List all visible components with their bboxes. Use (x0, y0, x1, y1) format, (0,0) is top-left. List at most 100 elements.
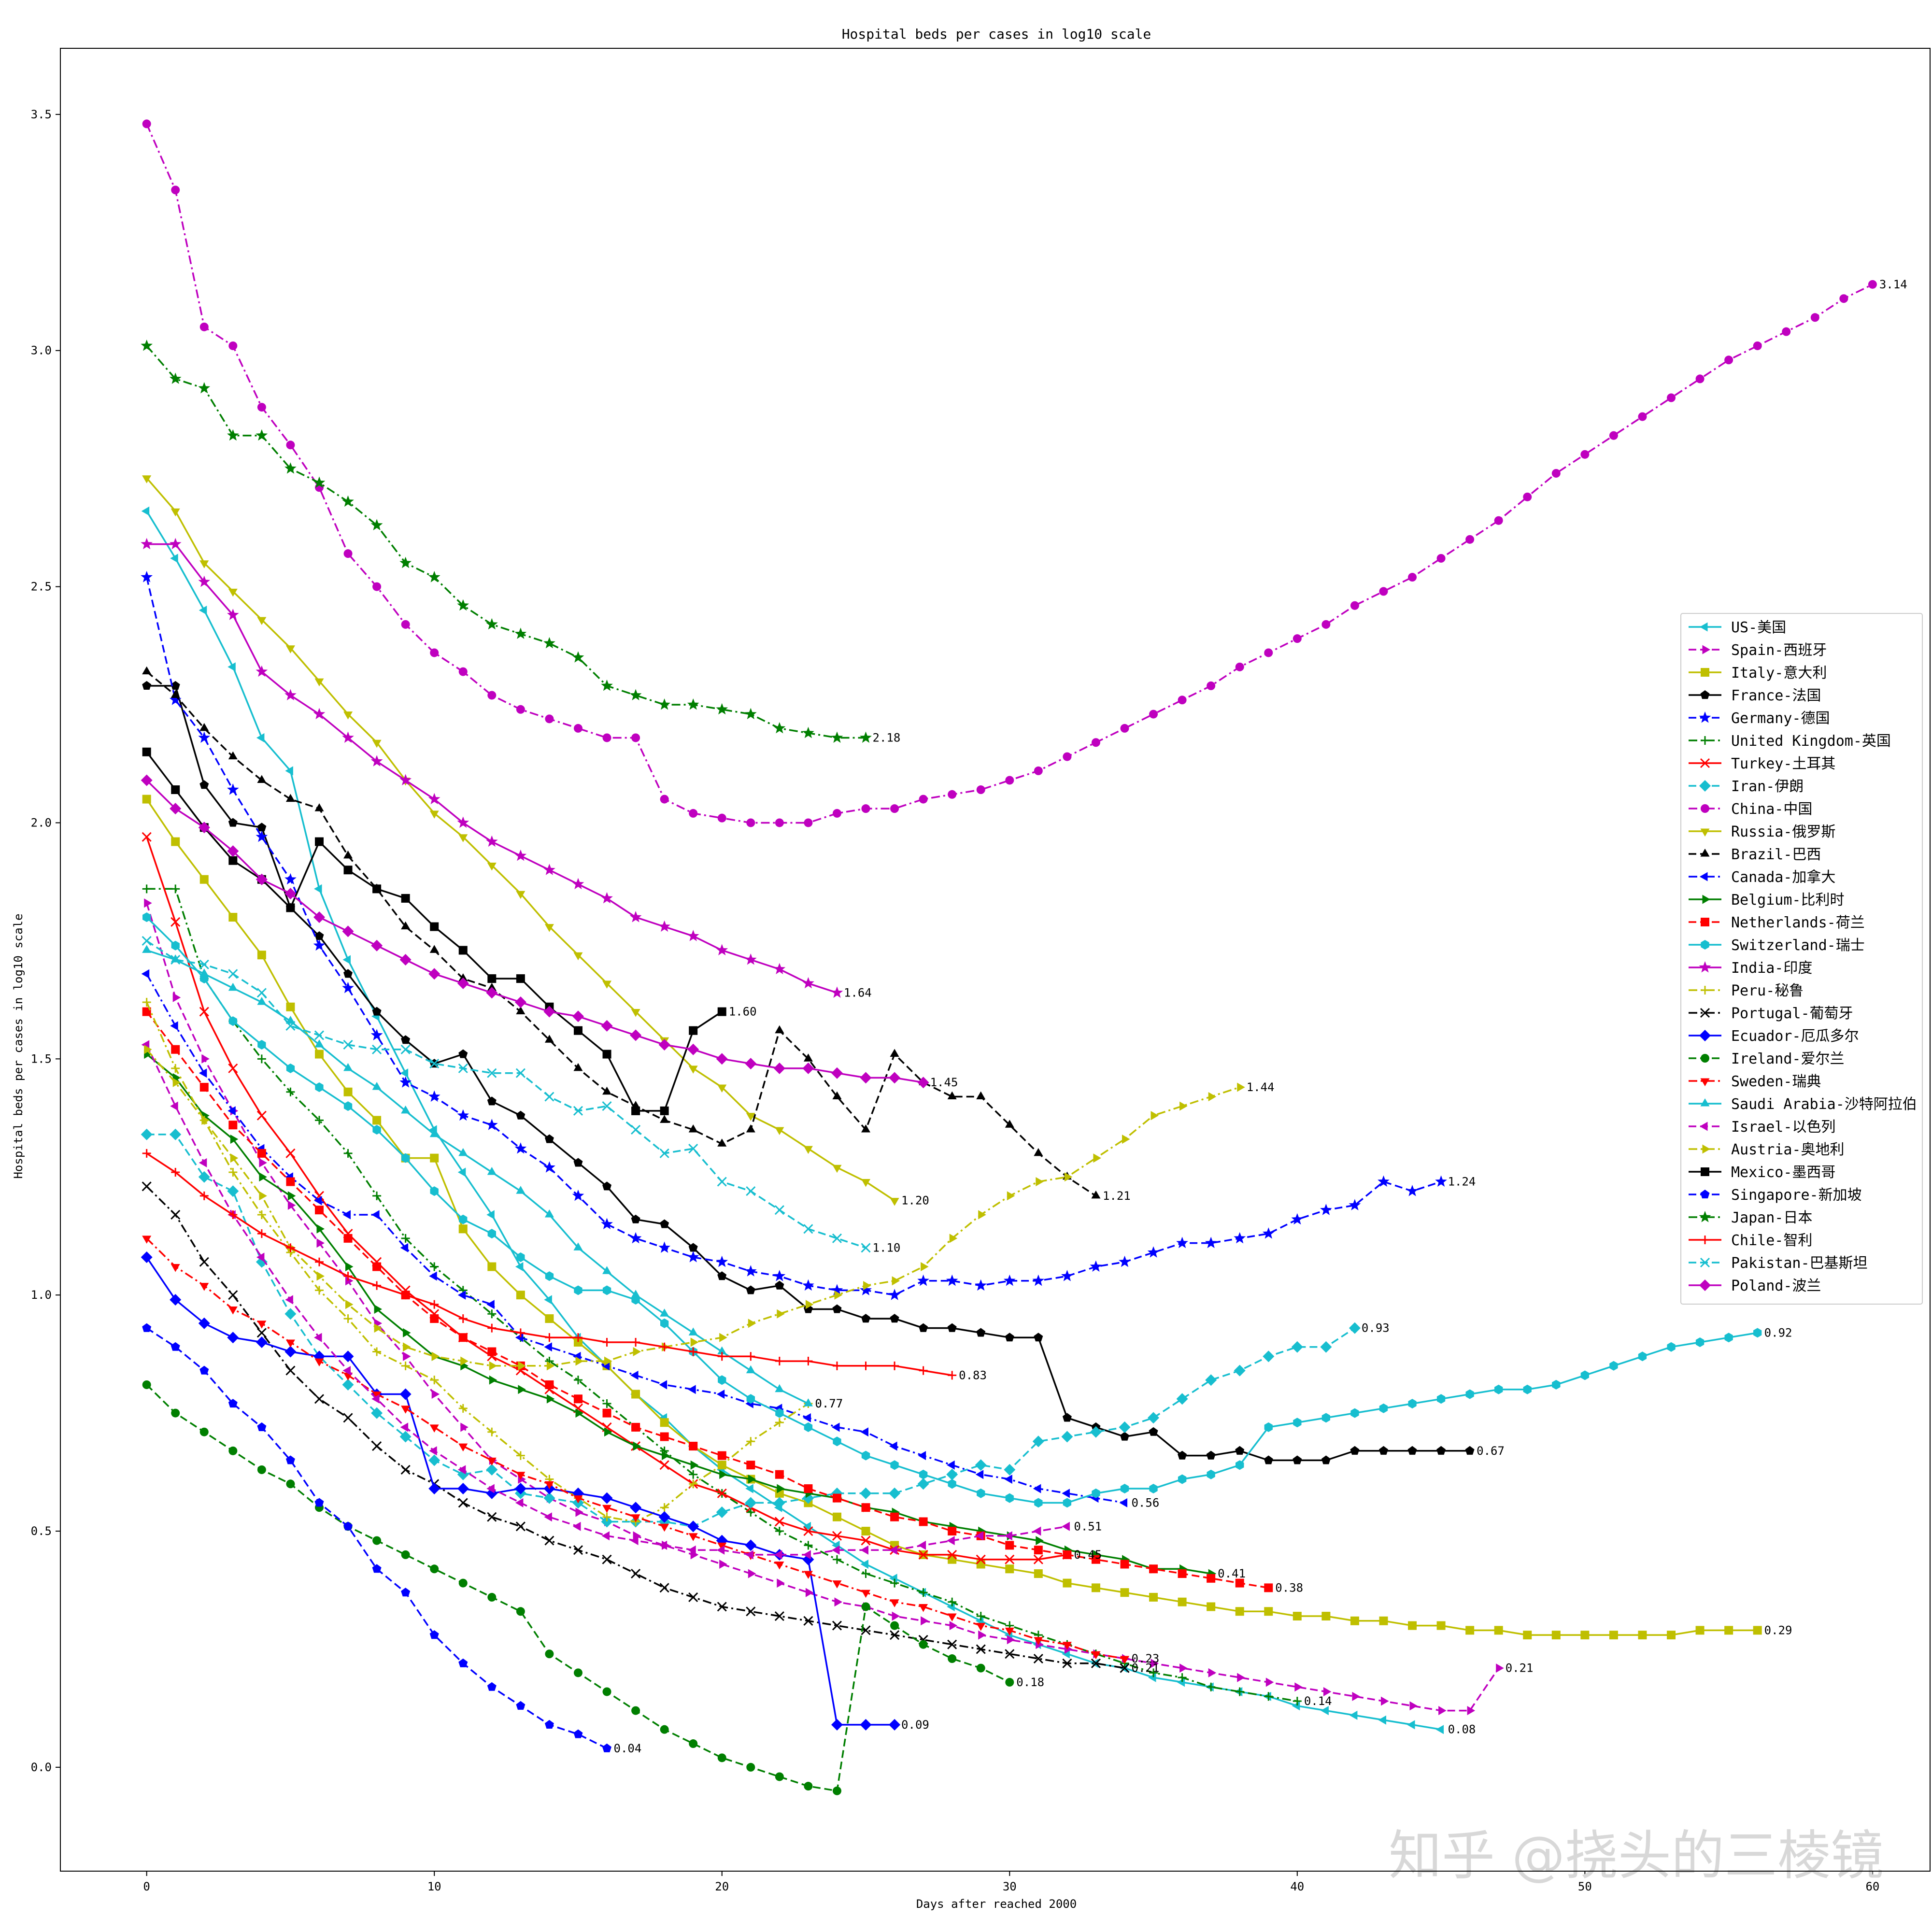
data-point (688, 1385, 696, 1394)
data-point (746, 818, 755, 827)
data-point (918, 1540, 926, 1550)
data-point (1291, 1341, 1303, 1353)
data-point (1321, 1612, 1331, 1621)
data-point (1264, 1583, 1273, 1592)
series-2 (142, 795, 1762, 1640)
data-point (399, 1076, 412, 1088)
data-point (1034, 1148, 1043, 1156)
series-line (146, 903, 1500, 1712)
data-point (746, 1352, 755, 1361)
legend-label: Spain-西班牙 (1731, 642, 1827, 659)
data-point (227, 1185, 239, 1197)
data-point (228, 913, 238, 922)
data-point (1063, 752, 1072, 761)
data-point (1176, 1393, 1188, 1405)
data-point (1178, 696, 1187, 705)
data-point (1436, 1446, 1446, 1455)
data-point (431, 1351, 440, 1361)
data-point (717, 1084, 727, 1093)
data-point (485, 618, 498, 630)
end-value-label: 3.14 (1879, 278, 1907, 291)
data-point (803, 1521, 811, 1531)
data-point (1148, 1412, 1159, 1424)
data-point (745, 1550, 753, 1560)
data-point (372, 1281, 382, 1290)
data-point (486, 1210, 495, 1220)
data-point (544, 1719, 554, 1729)
series-line (146, 940, 867, 1249)
data-point (1552, 1379, 1561, 1390)
data-point (316, 1271, 325, 1281)
data-point (631, 1390, 640, 1399)
data-point (978, 1630, 986, 1640)
data-point (1496, 1663, 1504, 1673)
data-point (343, 969, 353, 978)
data-point (948, 1597, 957, 1606)
end-value-label: 0.21 (1131, 1662, 1159, 1675)
data-point (975, 1470, 984, 1479)
data-point (1435, 1175, 1447, 1187)
data-point (860, 1284, 872, 1295)
data-point (1147, 1246, 1160, 1258)
data-point (429, 1446, 437, 1456)
data-point (1237, 1082, 1245, 1092)
data-point (1120, 1432, 1129, 1441)
legend-item: Japan-日本 (1689, 1209, 1812, 1226)
data-point (602, 1266, 611, 1274)
data-point (142, 681, 152, 690)
data-point (688, 1327, 698, 1335)
data-point (631, 1514, 640, 1522)
data-point (458, 1224, 468, 1234)
legend-item: Singapore-新加坡 (1689, 1187, 1862, 1204)
data-point (170, 917, 181, 927)
data-point (1700, 828, 1710, 837)
data-point (573, 952, 583, 961)
data-point (170, 1021, 178, 1031)
data-point (1695, 1626, 1705, 1635)
end-value-label: 0.92 (1764, 1326, 1792, 1339)
data-point (259, 1191, 267, 1201)
data-point (658, 1039, 670, 1051)
data-point (486, 987, 498, 999)
legend-label: Ecuador-厄瓜多尔 (1731, 1028, 1859, 1045)
series-line (146, 780, 923, 1083)
data-point (602, 1743, 611, 1752)
data-point (948, 1371, 957, 1380)
data-point (487, 1323, 497, 1333)
data-point (1407, 1446, 1417, 1455)
chart-title: Hospital beds per cases in log10 scale (842, 26, 1151, 42)
data-point (372, 1191, 382, 1200)
legend-label: Switzerland-瑞士 (1731, 937, 1865, 954)
data-point (631, 1009, 640, 1017)
data-point (485, 1119, 498, 1130)
data-point (227, 783, 239, 795)
data-point (831, 1719, 843, 1731)
data-point (543, 1006, 555, 1018)
legend-item: Russia-俄罗斯 (1689, 824, 1835, 840)
data-point (746, 1124, 755, 1133)
legend-item: Netherlands-荷兰 (1689, 914, 1865, 931)
end-value-label: 1.20 (901, 1194, 929, 1208)
data-point (458, 1314, 468, 1323)
data-point (1205, 1236, 1217, 1249)
data-point (889, 1545, 897, 1555)
data-point (1378, 1715, 1386, 1725)
data-point (629, 689, 642, 700)
data-point (401, 1234, 410, 1243)
data-point (861, 1450, 870, 1461)
data-point (804, 1422, 813, 1432)
data-point (803, 1224, 813, 1234)
data-point (400, 1422, 409, 1432)
data-point (284, 873, 297, 885)
data-point (429, 1630, 439, 1639)
data-point (1235, 662, 1244, 671)
data-point (430, 922, 439, 931)
data-point (976, 1663, 985, 1673)
x-tick-label: 10 (427, 1880, 441, 1893)
data-point (198, 731, 211, 743)
data-point (1092, 1488, 1100, 1498)
legend-label: France-法国 (1731, 687, 1821, 704)
end-value-label: 0.67 (1477, 1444, 1505, 1458)
data-point (544, 1512, 552, 1522)
end-value-label: 1.45 (930, 1076, 958, 1089)
